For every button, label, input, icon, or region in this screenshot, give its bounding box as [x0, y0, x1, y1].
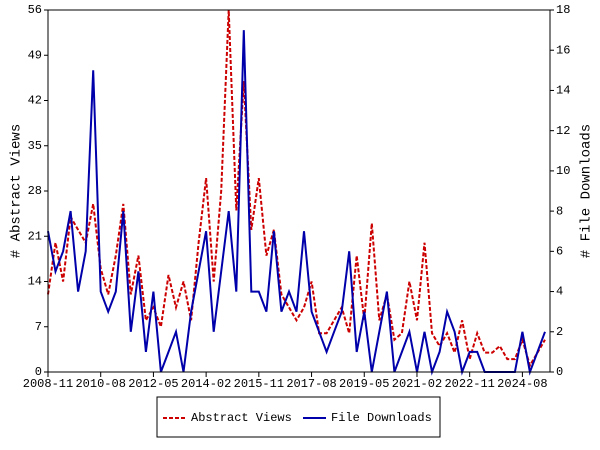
y-axis-label: # Abstract Views: [9, 124, 25, 258]
x-tick-label: 2022-11: [444, 377, 494, 391]
y2-tick-label: 0: [556, 365, 563, 379]
y-tick-label: 35: [28, 139, 42, 153]
y2-axis-label: # File Downloads: [579, 124, 595, 258]
x-tick-label: 2008-11: [23, 377, 73, 391]
y2-tick-label: 2: [556, 325, 563, 339]
legend-label: File Downloads: [331, 411, 432, 425]
y-tick-label: 7: [35, 320, 42, 334]
y2-tick-label: 12: [556, 124, 570, 138]
y-tick-label: 14: [28, 275, 42, 289]
x-tick-label: 2014-02: [181, 377, 231, 391]
x-tick-label: 2024-08: [497, 377, 547, 391]
x-tick-label: 2017-08: [286, 377, 336, 391]
y2-tick-label: 6: [556, 245, 563, 259]
series-line: [47, 9, 546, 369]
legend-label: Abstract Views: [191, 411, 292, 425]
y-tick-label: 28: [28, 184, 42, 198]
x-tick-label: 2010-08: [75, 377, 125, 391]
y-tick-label: 56: [28, 3, 42, 17]
y2-tick-label: 14: [556, 84, 570, 98]
y-tick-label: 42: [28, 94, 42, 108]
y2-tick-label: 16: [556, 43, 570, 57]
y2-tick-label: 8: [556, 204, 563, 218]
y2-tick-label: 4: [556, 285, 563, 299]
legend-box: [156, 396, 441, 438]
y-tick-label: 49: [28, 48, 42, 62]
y2-tick-label: 10: [556, 164, 570, 178]
y2-tick-label: 18: [556, 3, 570, 17]
y-tick-label: 0: [35, 365, 42, 379]
y-tick-label: 21: [28, 229, 42, 243]
x-tick-label: 2015-11: [234, 377, 284, 391]
x-tick-label: 2021-02: [392, 377, 442, 391]
x-tick-label: 2012-05: [128, 377, 178, 391]
x-tick-label: 2019-05: [339, 377, 389, 391]
